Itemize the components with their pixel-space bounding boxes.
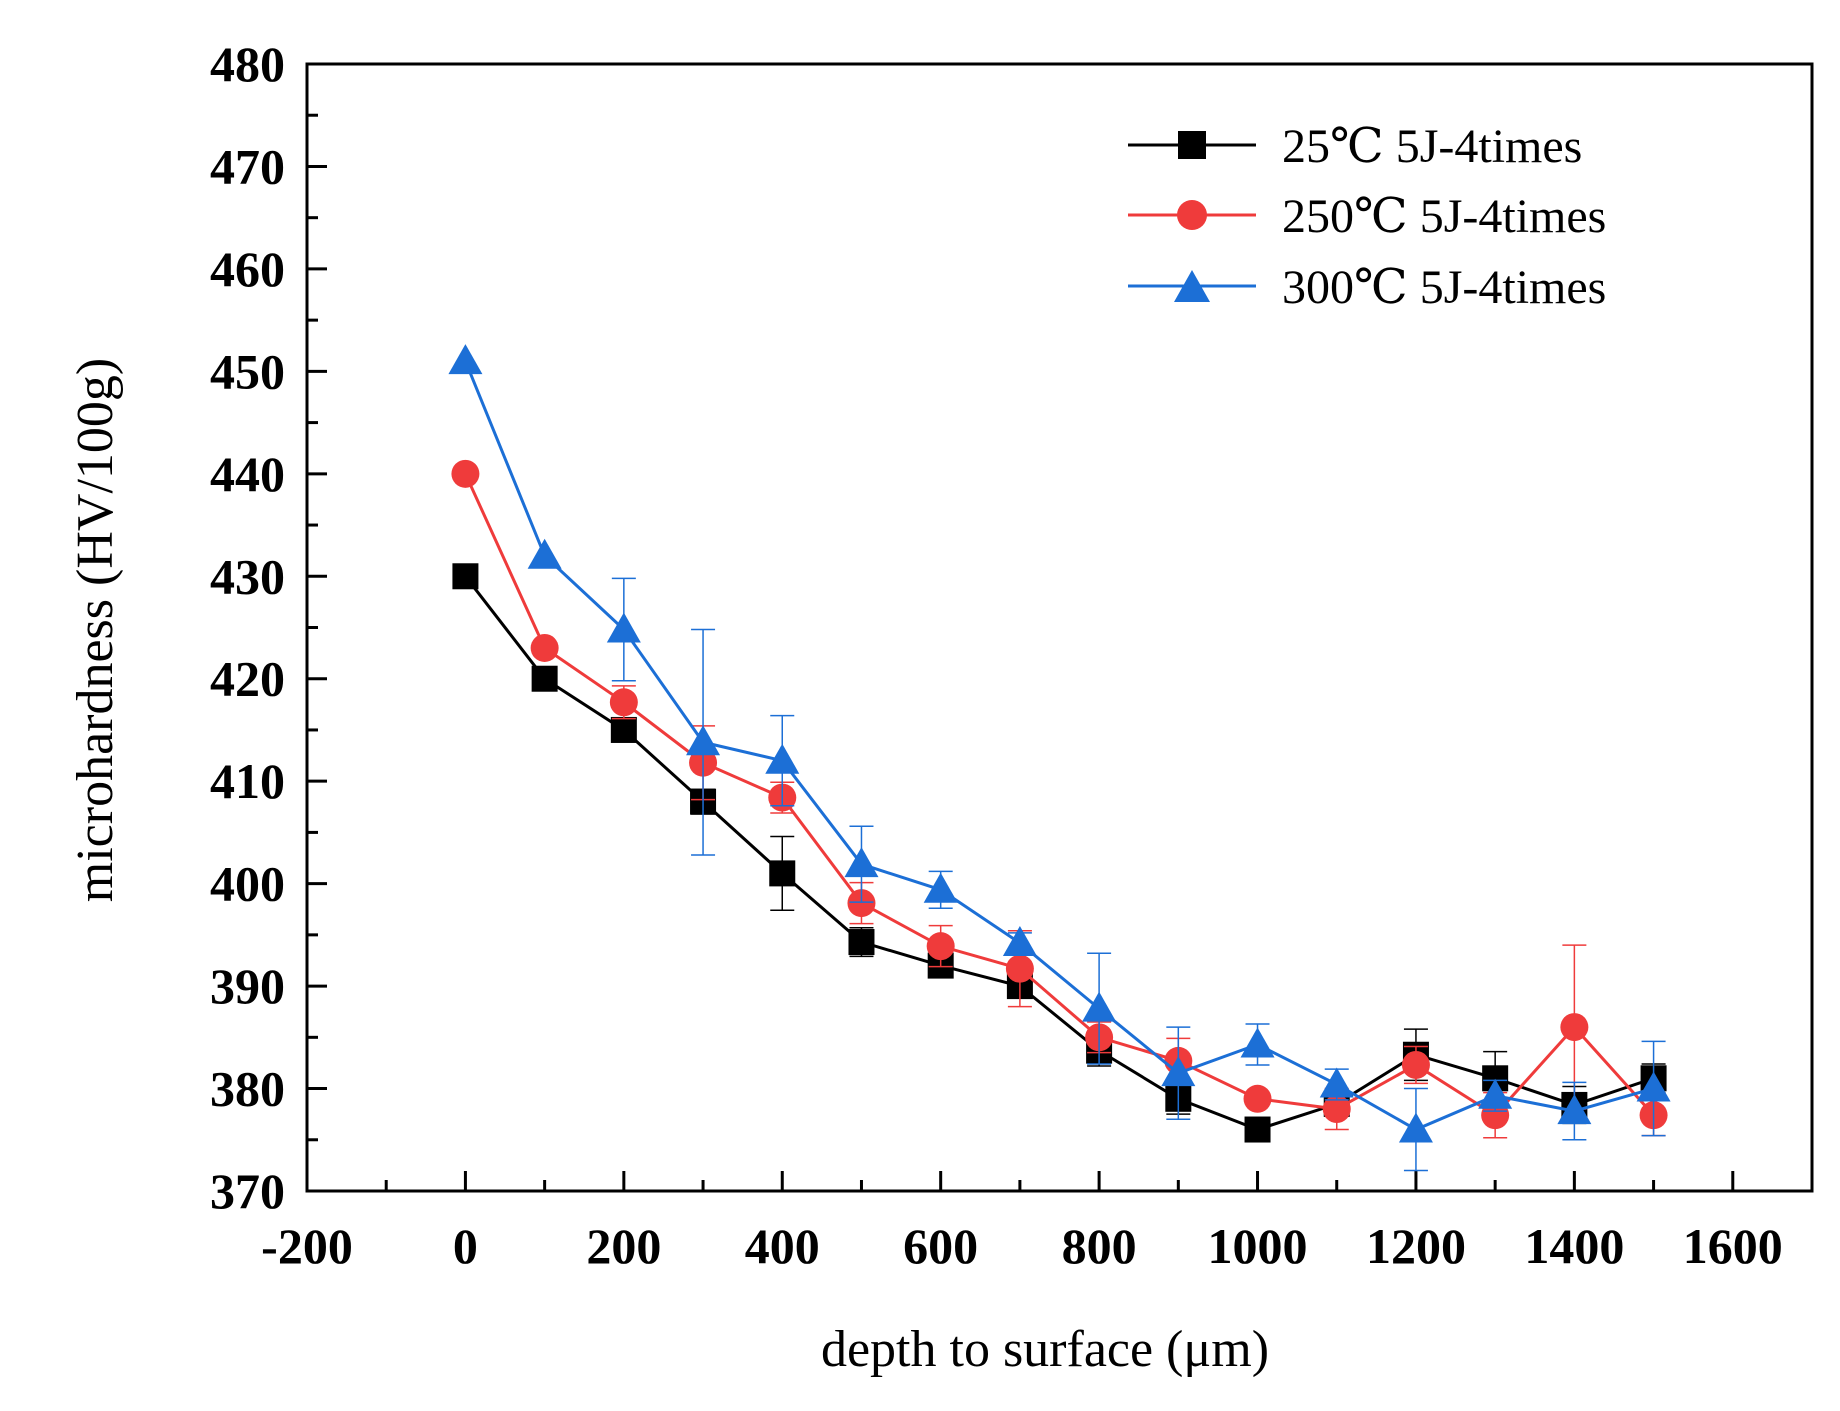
series-layer — [448, 344, 1671, 1172]
data-point-square — [531, 665, 558, 692]
data-point-triangle — [1161, 1056, 1196, 1087]
data-point-triangle — [606, 612, 641, 643]
y-tick-label: 380 — [210, 1061, 285, 1117]
data-point-triangle — [527, 538, 562, 569]
x-tick-labels: -200 0 200 400 600 800 1000 1200 1400 1600 — [261, 1218, 1783, 1274]
x-axis-title: depth to surface (μm) — [821, 1321, 1269, 1378]
data-point-triangle — [1557, 1094, 1592, 1125]
y-tick-label: 400 — [210, 856, 285, 912]
legend: 25℃ 5J-4times 250℃ 5J-4times 300℃ 5J-4ti… — [1128, 120, 1606, 314]
y-tick-label: 410 — [210, 753, 285, 809]
data-point-triangle — [448, 344, 483, 375]
data-point-square — [1244, 1116, 1271, 1143]
data-point-triangle — [1240, 1027, 1275, 1058]
x-tick-label: -200 — [261, 1218, 353, 1274]
data-point-circle — [1005, 954, 1034, 983]
series-line — [464, 473, 1655, 1118]
legend-label-300c: 300℃ 5J-4times — [1282, 261, 1606, 314]
data-point-square — [769, 860, 796, 887]
data-point-circle — [1560, 1013, 1589, 1042]
ticks-layer — [305, 62, 1735, 1193]
y-tick-label: 370 — [210, 1163, 285, 1219]
y-tick-label: 460 — [210, 241, 285, 297]
x-tick-label: 1000 — [1208, 1218, 1308, 1274]
series-line — [464, 575, 1655, 1132]
x-tick-label: 800 — [1062, 1218, 1137, 1274]
data-point-triangle — [1478, 1078, 1513, 1109]
data-point-triangle — [844, 847, 879, 878]
y-tick-label: 390 — [210, 958, 285, 1014]
data-point-circle — [1322, 1095, 1351, 1124]
y-tick-labels: 370 380 390 400 410 420 430 440 450 460 470 480 — [210, 36, 285, 1219]
data-point-circle — [1401, 1050, 1430, 1079]
data-point-triangle — [1082, 991, 1117, 1022]
x-tick-label: 1400 — [1524, 1218, 1624, 1274]
data-point-triangle — [765, 743, 800, 774]
series-circle — [451, 459, 1668, 1139]
data-point-circle — [609, 688, 638, 717]
series-triangle — [448, 344, 1671, 1172]
data-point-triangle — [1319, 1067, 1354, 1098]
legend-triangle-marker — [1174, 270, 1210, 302]
y-tick-label: 430 — [210, 548, 285, 604]
x-tick-label: 400 — [745, 1218, 820, 1274]
x-tick-label: 200 — [586, 1218, 661, 1274]
data-point-triangle — [1636, 1071, 1671, 1102]
data-point-circle — [451, 459, 480, 488]
legend-label-250c: 250℃ 5J-4times — [1282, 190, 1606, 243]
data-point-square — [452, 563, 479, 590]
x-tick-label: 1200 — [1366, 1218, 1466, 1274]
data-point-triangle — [1002, 926, 1037, 957]
series-line — [464, 360, 1654, 1132]
data-point-circle — [1243, 1084, 1272, 1113]
series-square — [452, 563, 1667, 1143]
legend-entry-25c: 25℃ 5J-4times — [1128, 120, 1582, 173]
y-tick-label: 450 — [210, 343, 285, 399]
x-tick-label: 1600 — [1683, 1218, 1783, 1274]
legend-entry-250c: 250℃ 5J-4times — [1128, 190, 1606, 243]
plot-frame — [305, 62, 1814, 1193]
legend-square-marker — [1178, 131, 1206, 159]
legend-entry-300c: 300℃ 5J-4times — [1128, 261, 1606, 314]
data-point-square — [610, 716, 637, 743]
y-tick-label: 470 — [210, 138, 285, 194]
x-tick-label: 600 — [903, 1218, 978, 1274]
legend-label-25c: 25℃ 5J-4times — [1282, 120, 1582, 173]
data-point-circle — [847, 889, 876, 918]
y-tick-label: 440 — [210, 446, 285, 502]
y-axis-title: microhardness (HV/100g) — [67, 358, 124, 902]
legend-circle-marker — [1177, 200, 1207, 230]
data-point-square — [848, 929, 875, 956]
y-tick-label: 420 — [210, 651, 285, 707]
x-tick-label: 0 — [453, 1218, 478, 1274]
y-tick-label: 480 — [210, 36, 285, 92]
data-point-circle — [530, 633, 559, 662]
data-point-circle — [926, 932, 955, 961]
data-point-triangle — [1398, 1112, 1433, 1143]
data-point-triangle — [686, 725, 721, 756]
data-point-triangle — [923, 872, 958, 903]
